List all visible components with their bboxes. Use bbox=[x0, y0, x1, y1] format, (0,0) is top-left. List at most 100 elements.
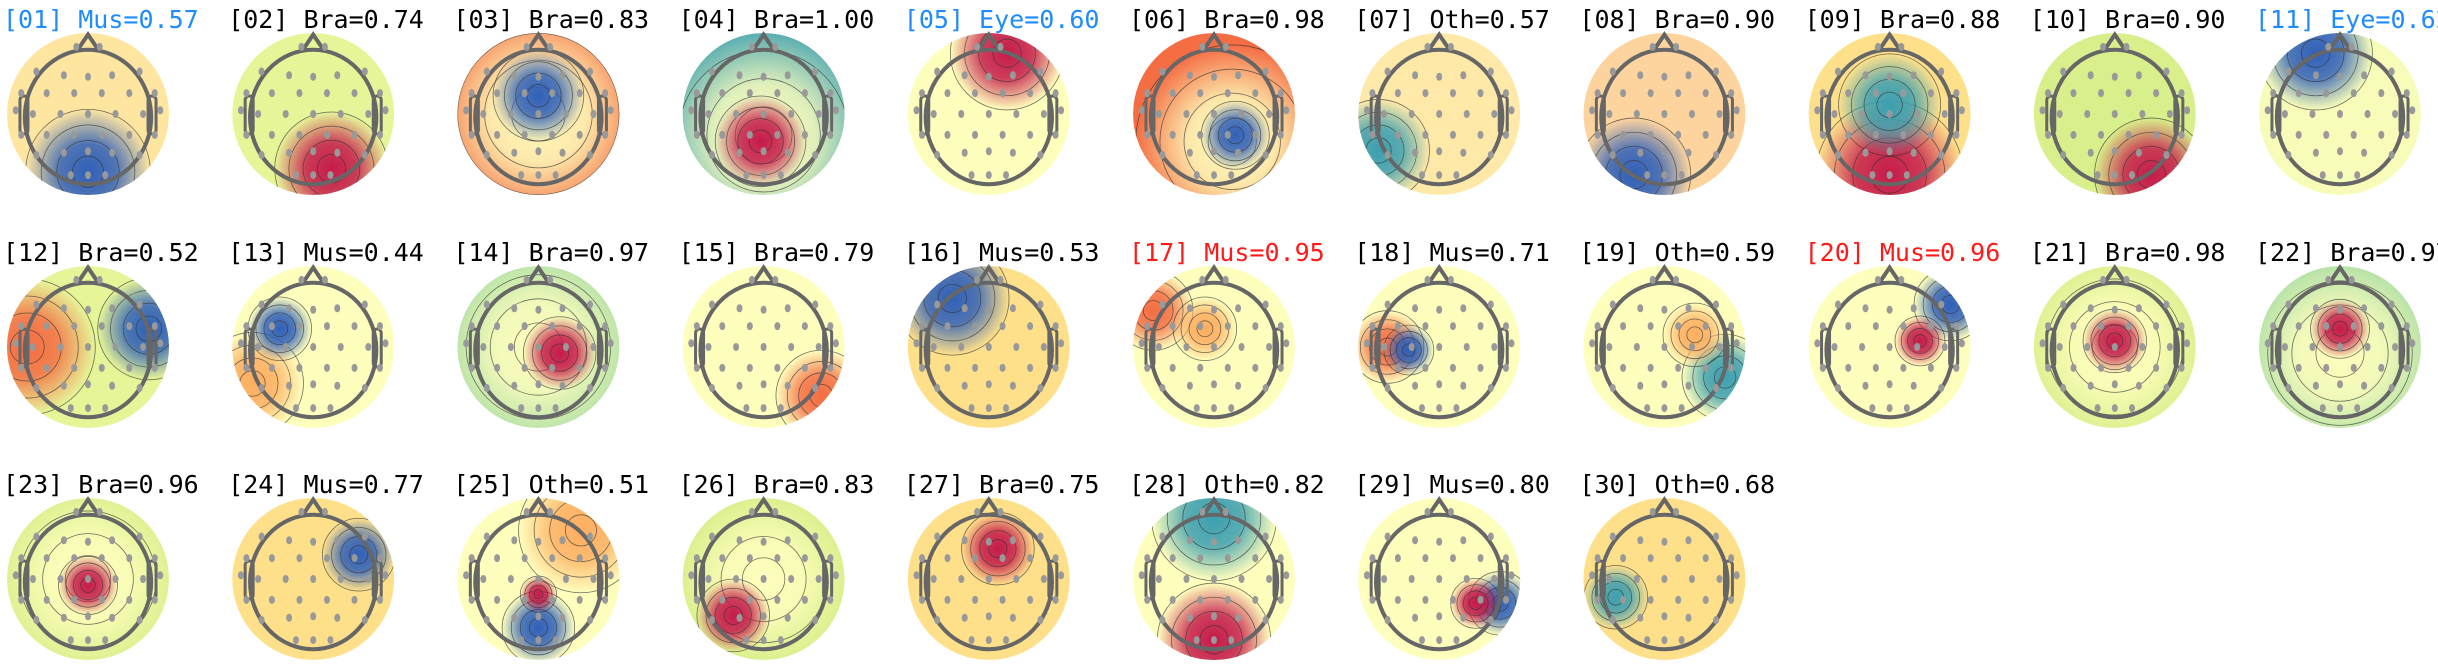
electrode-dot bbox=[494, 554, 501, 563]
electrode-dot bbox=[1252, 554, 1259, 563]
electrode-dot bbox=[1649, 275, 1656, 284]
contour-line bbox=[1456, 584, 1495, 623]
electrode-dot bbox=[1369, 554, 1376, 563]
component-label: [12] Bra=0.52 bbox=[3, 238, 199, 267]
contour-line bbox=[2069, 301, 2161, 393]
electrode-dot bbox=[1144, 554, 1151, 563]
electrode-dot bbox=[376, 363, 383, 372]
electrode-dot bbox=[523, 507, 530, 516]
electrode-dot bbox=[511, 71, 518, 80]
electrode-dot bbox=[1169, 89, 1176, 98]
electrode-dot bbox=[562, 343, 569, 351]
electrode-dot bbox=[365, 575, 372, 583]
electrode-dot bbox=[607, 106, 614, 115]
electrode-dot bbox=[334, 148, 341, 157]
electrode-dot bbox=[109, 536, 116, 545]
electrode-dot bbox=[2060, 300, 2067, 309]
head-outline bbox=[1374, 512, 1505, 652]
electrode-dot bbox=[521, 322, 528, 331]
electrode-dot bbox=[243, 89, 250, 98]
electrode-dot bbox=[1197, 595, 1204, 604]
electrode-dot bbox=[1052, 322, 1059, 331]
electrode-dot bbox=[1688, 575, 1695, 583]
electrode-dot bbox=[1222, 275, 1229, 284]
electrode-dot bbox=[1422, 554, 1429, 563]
electrode-dot bbox=[784, 536, 791, 545]
head-outline bbox=[1599, 47, 1730, 187]
electrode-dot bbox=[2388, 383, 2395, 392]
electrode-dot bbox=[2094, 171, 2101, 180]
electrode-dot bbox=[559, 71, 566, 80]
electrode-dot bbox=[1487, 532, 1494, 541]
electrode-dot bbox=[1647, 130, 1654, 139]
electrode-dot bbox=[1702, 130, 1709, 139]
head-outline bbox=[473, 47, 604, 187]
nose-icon bbox=[2102, 31, 2128, 52]
electrode-dot bbox=[2392, 110, 2399, 118]
electrode-dot bbox=[323, 363, 330, 372]
electrode-dot bbox=[2295, 363, 2302, 372]
electrode-dot bbox=[1502, 595, 1509, 604]
electrode-dot bbox=[1702, 89, 1709, 98]
electrode-dot bbox=[1733, 571, 1740, 580]
electrode-dot bbox=[1661, 575, 1668, 583]
component-label: [05] Eye=0.60 bbox=[904, 5, 1100, 34]
nose-icon bbox=[300, 264, 326, 285]
electrode-dot bbox=[693, 595, 700, 604]
electrode-dot bbox=[1834, 150, 1841, 159]
electrode-dot bbox=[109, 381, 116, 390]
electrode-dot bbox=[2361, 304, 2368, 313]
electrode-dot bbox=[1477, 363, 1484, 372]
electrode-dot bbox=[2319, 171, 2326, 180]
component-label: [08] Bra=0.90 bbox=[1579, 5, 1775, 34]
electrode-dot bbox=[237, 339, 244, 348]
component-label: [13] Mus=0.44 bbox=[228, 238, 424, 267]
electrode-dot bbox=[1224, 130, 1231, 139]
electrode-dot bbox=[2060, 150, 2067, 159]
topomap-blob bbox=[1151, 498, 1277, 581]
nose-icon bbox=[1201, 496, 1227, 517]
head-outline bbox=[698, 280, 829, 420]
contour-line bbox=[1185, 611, 1243, 660]
electrode-dot bbox=[736, 613, 743, 622]
electrode-dot bbox=[109, 148, 116, 157]
electrode-dot bbox=[1211, 612, 1217, 621]
electrode-dot bbox=[351, 554, 358, 563]
electrode-dot bbox=[1436, 404, 1443, 413]
head-outline bbox=[1148, 47, 1280, 187]
topomap-blob bbox=[493, 50, 584, 142]
contour-line bbox=[518, 498, 620, 594]
topomap-blob bbox=[961, 512, 1035, 585]
electrode-dot bbox=[1408, 343, 1415, 351]
electrode-dot bbox=[1675, 89, 1682, 98]
electrode-dot bbox=[801, 363, 808, 372]
electrode-dot bbox=[109, 71, 116, 80]
electrode-dot bbox=[1594, 595, 1601, 604]
electrode-dot bbox=[1685, 148, 1692, 157]
electrode-dot bbox=[2094, 404, 2101, 413]
electrode-dot bbox=[746, 89, 753, 98]
component-label: [23] Bra=0.96 bbox=[3, 470, 199, 499]
topomap-blob bbox=[1663, 303, 1727, 367]
electrode-dot bbox=[590, 110, 597, 118]
electrode-dot bbox=[157, 106, 164, 115]
electrode-dot bbox=[1224, 363, 1231, 372]
electrode-dot bbox=[743, 171, 750, 180]
contour-line bbox=[1894, 315, 1946, 367]
nose-icon bbox=[1201, 264, 1227, 285]
nose-icon bbox=[2327, 31, 2353, 52]
electrode-dot bbox=[1874, 42, 1881, 51]
contour-line bbox=[42, 533, 134, 625]
electrode-dot bbox=[1647, 595, 1654, 604]
electrode-dot bbox=[1831, 343, 1838, 351]
electrode-dot bbox=[1418, 404, 1425, 413]
electrode-dot bbox=[71, 322, 78, 331]
electrode-dot bbox=[562, 110, 569, 118]
electrode-dot bbox=[1138, 571, 1145, 580]
electrode-dot bbox=[18, 322, 25, 331]
electrode-dot bbox=[85, 147, 91, 156]
electrode-dot bbox=[298, 507, 305, 516]
head-outline bbox=[698, 47, 829, 187]
topomap-component-24: [24] Mus=0.77 bbox=[228, 470, 424, 660]
electrode-dot bbox=[934, 615, 941, 624]
